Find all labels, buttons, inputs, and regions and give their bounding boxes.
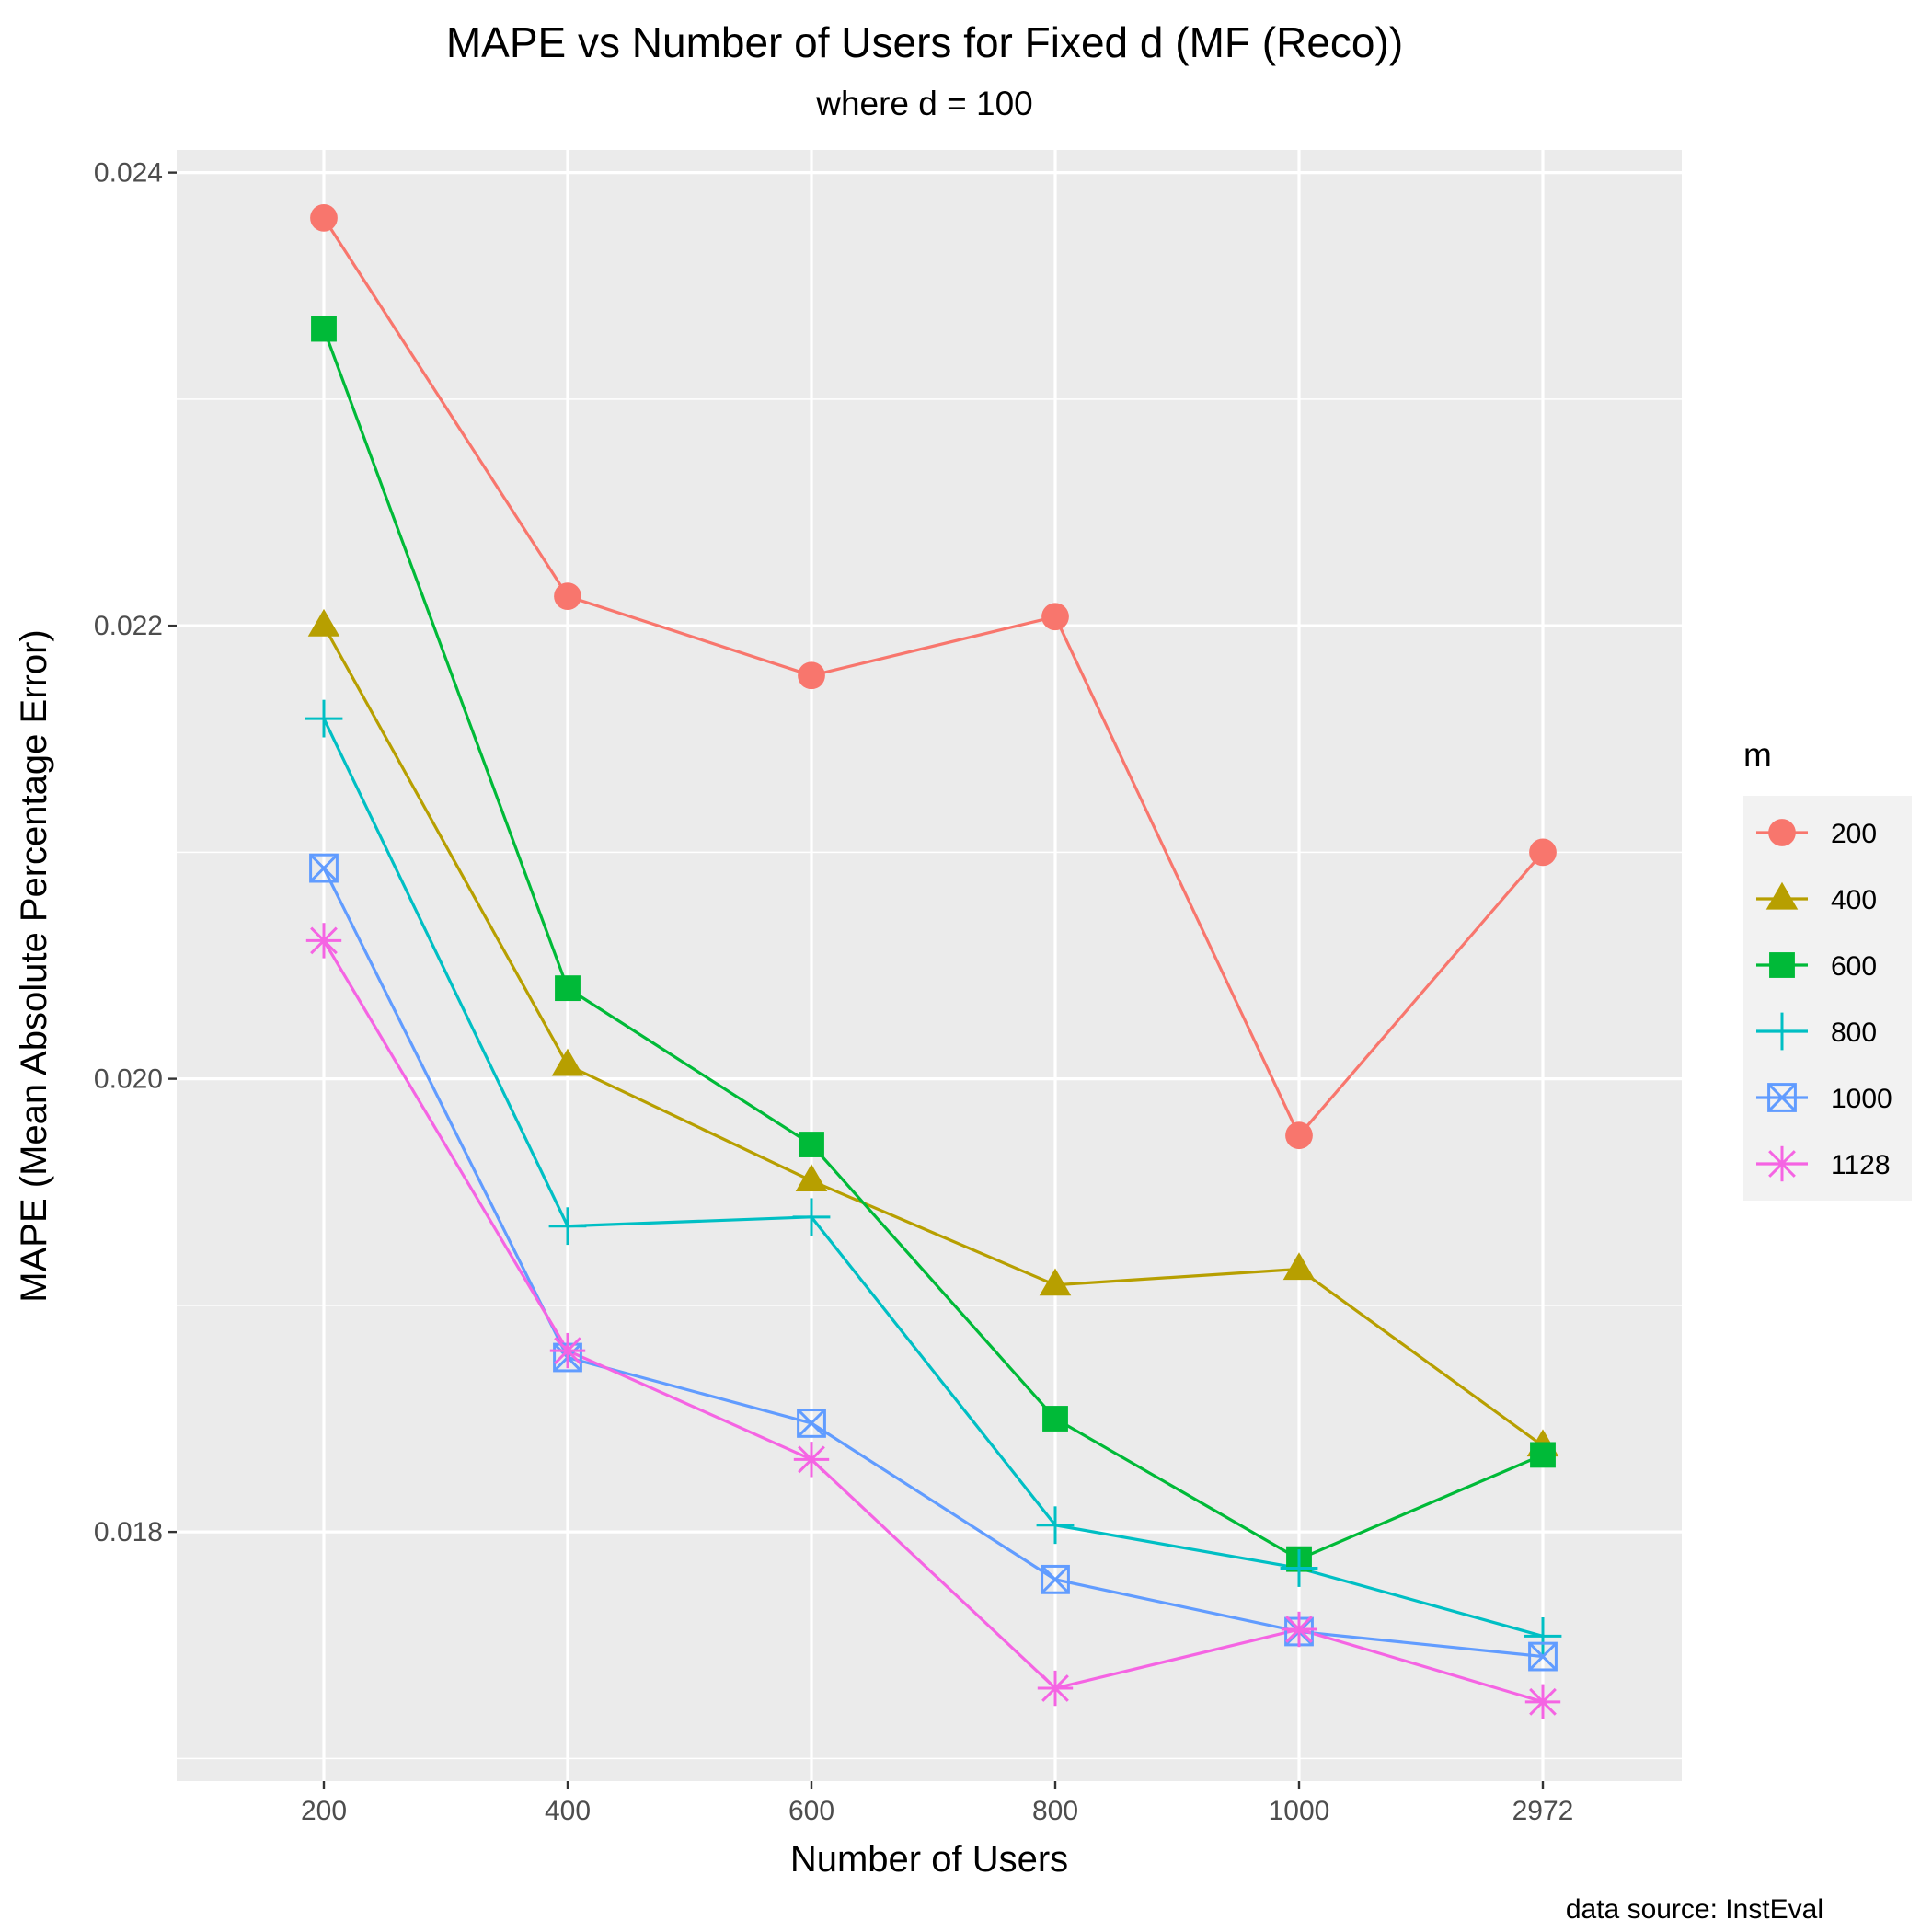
data-point-m-600	[1042, 1406, 1068, 1432]
data-point-m-1128	[549, 1332, 586, 1369]
legend-key-background	[1743, 796, 1912, 1201]
x-axis: 200 400 600 800 1000 2972	[301, 1781, 1573, 1826]
series-lines	[322, 217, 1545, 1704]
data-point-m-400	[795, 1164, 828, 1192]
legend-item-m-200: 200	[1756, 819, 1877, 849]
data-point-m-1000	[1041, 1564, 1070, 1594]
x-tick-label: 800	[1032, 1796, 1078, 1826]
data-point-m-800	[548, 1207, 587, 1246]
legend-item-m-800: 800	[1756, 1012, 1877, 1051]
legend-item-m-400: 400	[1756, 881, 1877, 915]
data-point-m-400	[307, 608, 340, 637]
y-tick-label: 0.022	[94, 611, 163, 641]
x-tick-label: 200	[301, 1796, 347, 1826]
series-line-m-400	[322, 625, 1544, 1447]
data-point-m-200	[554, 582, 581, 610]
data-point-m-800	[792, 1198, 831, 1236]
data-point-m-200	[798, 661, 825, 690]
legend-key-marker	[1769, 952, 1795, 978]
legend-item-m-600: 600	[1756, 951, 1877, 982]
series-line-m-1128	[322, 939, 1544, 1704]
series-line-m-1000	[322, 867, 1544, 1659]
chart-caption: data source: InstEval	[1566, 1894, 1823, 1925]
plot-panel	[177, 150, 1682, 1781]
legend-label: 600	[1831, 951, 1877, 982]
data-point-m-1000	[309, 853, 339, 883]
legend-key-marker	[1765, 881, 1799, 910]
data-point-m-800	[305, 699, 343, 738]
y-tick-label: 0.024	[94, 158, 163, 189]
data-point-m-1128	[1524, 1684, 1561, 1720]
data-point-m-800	[1524, 1617, 1562, 1655]
legend-label: 1128	[1831, 1150, 1891, 1180]
series-line-m-200	[322, 217, 1545, 1139]
data-point-m-400	[1039, 1268, 1072, 1296]
x-tick-label: 2972	[1512, 1796, 1574, 1826]
legend-label: 800	[1831, 1018, 1877, 1048]
y-tick-label: 0.018	[94, 1517, 163, 1547]
legend-item-m-1128: 1128	[1756, 1145, 1891, 1182]
data-point-m-600	[799, 1132, 824, 1157]
series-points	[305, 203, 1562, 1720]
series-line-m-800	[322, 718, 1544, 1638]
x-axis-label: Number of Users	[790, 1839, 1068, 1880]
legend-item-m-1000: 1000	[1756, 1083, 1892, 1114]
legend-key-marker	[1764, 1145, 1800, 1182]
data-point-m-1000	[1528, 1641, 1558, 1672]
legend-items: 200 400 600 800 1000 1128	[1756, 819, 1892, 1182]
legend-title: m	[1743, 736, 1772, 774]
data-point-m-200	[1041, 603, 1069, 631]
legend-key-marker	[1763, 1012, 1801, 1051]
data-point-m-400	[551, 1048, 584, 1076]
data-point-m-1128	[1281, 1611, 1317, 1648]
data-point-m-800	[1280, 1549, 1318, 1587]
major-gridlines	[177, 150, 1682, 1781]
series-line-m-600	[322, 328, 1544, 1561]
data-point-m-800	[1036, 1506, 1075, 1545]
x-tick-label: 1000	[1269, 1796, 1330, 1826]
data-point-m-600	[1530, 1442, 1556, 1468]
data-point-m-200	[310, 203, 338, 232]
data-point-m-200	[1529, 838, 1557, 867]
legend-key-marker	[1768, 819, 1796, 846]
legend: m 200 400 600 800 1000 1128	[1743, 736, 1912, 1201]
y-axis-label: MAPE (Mean Absolute Percentage Error)	[14, 629, 54, 1302]
data-point-m-200	[1285, 1121, 1313, 1150]
data-point-m-1128	[793, 1442, 830, 1478]
chart-subtitle: where d = 100	[815, 85, 1033, 122]
legend-label: 200	[1831, 819, 1877, 849]
data-point-m-600	[555, 975, 581, 1002]
data-point-m-1000	[797, 1409, 826, 1438]
legend-label: 1000	[1831, 1084, 1892, 1114]
legend-label: 400	[1831, 885, 1877, 915]
data-point-m-1128	[1037, 1670, 1074, 1707]
data-point-m-600	[311, 316, 337, 342]
y-axis: 0.024 0.022 0.020 0.018	[94, 158, 177, 1547]
x-tick-label: 600	[788, 1796, 834, 1826]
minor-gridlines	[177, 398, 1682, 1760]
data-point-m-1128	[305, 923, 342, 959]
y-tick-label: 0.020	[94, 1064, 163, 1095]
legend-key-marker	[1767, 1083, 1797, 1112]
chart-title: MAPE vs Number of Users for Fixed d (MF …	[446, 18, 1403, 66]
data-point-m-400	[1282, 1252, 1316, 1281]
x-tick-label: 400	[545, 1796, 591, 1826]
